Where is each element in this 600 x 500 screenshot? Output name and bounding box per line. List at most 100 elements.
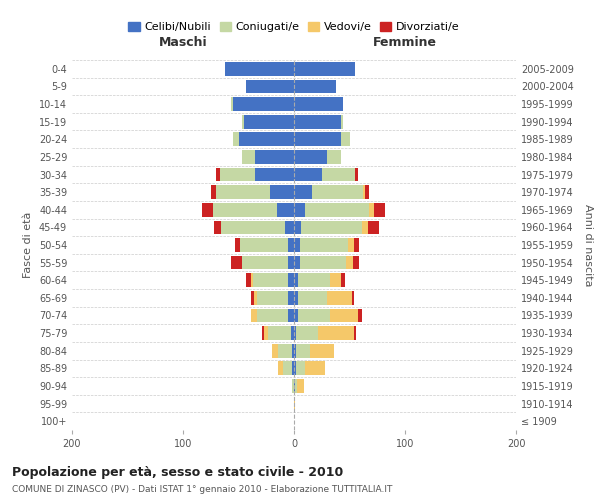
Bar: [231, 97, 233, 111]
Bar: [254, 291, 257, 304]
Bar: [295, 379, 298, 393]
Bar: [262, 326, 264, 340]
Bar: [299, 256, 346, 270]
Bar: [294, 203, 305, 216]
Bar: [214, 220, 221, 234]
Bar: [242, 115, 244, 128]
Bar: [296, 326, 319, 340]
Bar: [277, 203, 294, 216]
Bar: [290, 326, 294, 340]
Bar: [353, 256, 359, 270]
Bar: [368, 220, 379, 234]
Bar: [354, 238, 359, 252]
Bar: [244, 115, 294, 128]
Bar: [294, 344, 296, 358]
Bar: [253, 274, 289, 287]
Bar: [294, 80, 336, 94]
Bar: [289, 291, 294, 304]
Bar: [239, 238, 289, 252]
Bar: [272, 344, 278, 358]
Bar: [268, 326, 290, 340]
Bar: [292, 362, 294, 375]
Bar: [289, 256, 294, 270]
Bar: [257, 308, 289, 322]
Bar: [294, 115, 341, 128]
Bar: [346, 256, 353, 270]
Bar: [355, 168, 358, 181]
Bar: [294, 379, 295, 393]
Bar: [341, 115, 343, 128]
Bar: [292, 379, 294, 393]
Bar: [225, 62, 294, 76]
Bar: [374, 203, 385, 216]
Bar: [354, 326, 356, 340]
Bar: [278, 344, 292, 358]
Bar: [278, 362, 283, 375]
Bar: [294, 62, 355, 76]
Bar: [264, 326, 268, 340]
Bar: [216, 186, 269, 199]
Bar: [365, 186, 370, 199]
Bar: [298, 379, 304, 393]
Bar: [370, 203, 374, 216]
Bar: [292, 344, 294, 358]
Bar: [328, 291, 352, 304]
Bar: [233, 132, 239, 146]
Bar: [296, 362, 305, 375]
Bar: [289, 274, 294, 287]
Bar: [202, 203, 213, 216]
Text: Maschi: Maschi: [158, 36, 208, 49]
Y-axis label: Anni di nascita: Anni di nascita: [583, 204, 593, 286]
Bar: [294, 326, 296, 340]
Bar: [231, 256, 242, 270]
Bar: [221, 220, 285, 234]
Bar: [213, 203, 277, 216]
Bar: [220, 168, 255, 181]
Bar: [301, 220, 362, 234]
Bar: [294, 168, 322, 181]
Bar: [242, 150, 255, 164]
Bar: [246, 274, 251, 287]
Bar: [305, 203, 370, 216]
Text: Popolazione per età, sesso e stato civile - 2010: Popolazione per età, sesso e stato civil…: [12, 466, 343, 479]
Bar: [216, 168, 220, 181]
Bar: [294, 362, 296, 375]
Bar: [294, 132, 341, 146]
Bar: [322, 168, 355, 181]
Bar: [255, 150, 294, 164]
Bar: [294, 150, 328, 164]
Bar: [329, 274, 341, 287]
Bar: [242, 256, 289, 270]
Bar: [211, 186, 217, 199]
Legend: Celibi/Nubili, Coniugati/e, Vedovi/e, Divorziati/e: Celibi/Nubili, Coniugati/e, Vedovi/e, Di…: [124, 18, 464, 37]
Bar: [298, 291, 328, 304]
Bar: [329, 308, 358, 322]
Bar: [298, 308, 329, 322]
Bar: [298, 274, 329, 287]
Bar: [246, 80, 294, 94]
Text: Femmine: Femmine: [373, 36, 437, 49]
Bar: [283, 362, 292, 375]
Bar: [294, 291, 298, 304]
Bar: [362, 220, 368, 234]
Bar: [235, 238, 239, 252]
Bar: [341, 274, 345, 287]
Bar: [269, 186, 294, 199]
Bar: [255, 168, 294, 181]
Bar: [349, 238, 354, 252]
Bar: [299, 238, 349, 252]
Bar: [294, 97, 343, 111]
Text: COMUNE DI ZINASCO (PV) - Dati ISTAT 1° gennaio 2010 - Elaborazione TUTTITALIA.IT: COMUNE DI ZINASCO (PV) - Dati ISTAT 1° g…: [12, 484, 392, 494]
Bar: [310, 344, 334, 358]
Bar: [289, 238, 294, 252]
Bar: [233, 97, 294, 111]
Bar: [251, 291, 254, 304]
Y-axis label: Fasce di età: Fasce di età: [23, 212, 33, 278]
Bar: [341, 132, 349, 146]
Bar: [296, 344, 310, 358]
Bar: [358, 308, 362, 322]
Bar: [294, 186, 312, 199]
Bar: [319, 326, 354, 340]
Bar: [294, 220, 301, 234]
Bar: [312, 186, 363, 199]
